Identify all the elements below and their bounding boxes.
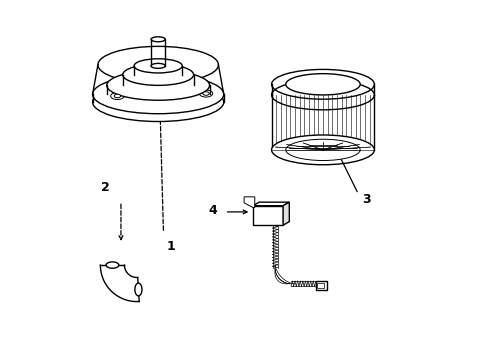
Text: 3: 3	[362, 193, 370, 206]
Text: 1: 1	[167, 240, 176, 253]
Ellipse shape	[98, 46, 219, 83]
Ellipse shape	[107, 71, 210, 100]
Polygon shape	[283, 202, 289, 225]
Polygon shape	[253, 202, 289, 206]
Ellipse shape	[151, 63, 165, 68]
Text: 4: 4	[209, 204, 218, 217]
Ellipse shape	[134, 59, 182, 73]
Ellipse shape	[203, 92, 209, 95]
Ellipse shape	[151, 37, 165, 42]
Ellipse shape	[286, 74, 360, 95]
Ellipse shape	[106, 262, 119, 268]
Bar	[316, 281, 326, 290]
Ellipse shape	[114, 94, 121, 98]
Ellipse shape	[286, 139, 360, 161]
Ellipse shape	[111, 93, 124, 100]
Bar	[253, 206, 283, 225]
Ellipse shape	[271, 69, 374, 99]
Polygon shape	[244, 197, 255, 207]
Ellipse shape	[271, 135, 374, 165]
Ellipse shape	[135, 283, 142, 296]
Ellipse shape	[122, 64, 194, 85]
Ellipse shape	[93, 82, 224, 122]
Text: 2: 2	[101, 181, 110, 194]
Bar	[318, 283, 324, 288]
Ellipse shape	[93, 75, 224, 114]
Ellipse shape	[199, 90, 213, 97]
